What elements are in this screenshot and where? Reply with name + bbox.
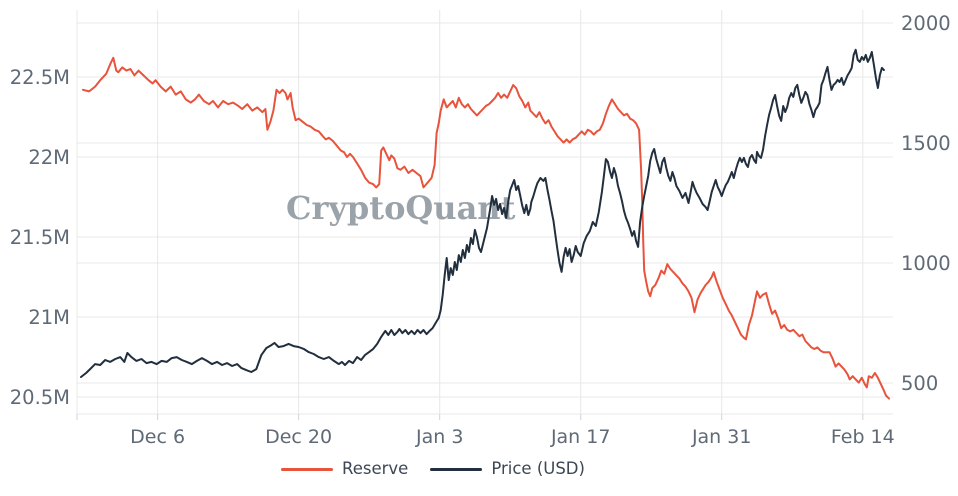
watermark: CryptoQuant — [286, 189, 516, 227]
x-axis-tick-label: Feb 14 — [831, 426, 895, 448]
legend: Reserve Price (USD) — [281, 460, 585, 478]
y-axis-left-tick-label: 22.5M — [10, 66, 70, 89]
y-axis-right-tick-label: 1000 — [901, 252, 951, 275]
legend-item-reserve[interactable]: Reserve — [281, 460, 408, 478]
legend-label-price: Price (USD) — [491, 459, 585, 478]
y-axis-right-tick-label: 2000 — [901, 12, 951, 35]
x-axis-tick-label: Dec 20 — [265, 426, 332, 448]
legend-item-price[interactable]: Price (USD) — [430, 460, 585, 478]
y-axis-left-tick-label: 20.5M — [10, 386, 70, 409]
y-axis-left-tick-label: 21M — [28, 306, 70, 329]
reserve-series-line — [82, 56, 890, 400]
x-axis-tick-label: Jan 3 — [415, 426, 463, 448]
y-axis-right-tick-label: 1500 — [901, 132, 951, 155]
y-axis-right-tick-label: 500 — [901, 372, 938, 395]
reserve-line-swatch — [281, 467, 333, 471]
x-axis-tick-label: Dec 6 — [130, 426, 185, 448]
y-axis-left-tick-label: 22M — [28, 146, 70, 169]
price-series-line — [80, 48, 885, 378]
x-axis-tick-label: Jan 17 — [550, 426, 611, 448]
y-axis-left-tick-label: 21.5M — [10, 226, 70, 249]
x-axis-tick-label: Jan 31 — [691, 426, 752, 448]
price-line-swatch — [430, 467, 483, 471]
legend-label-reserve: Reserve — [342, 459, 409, 478]
